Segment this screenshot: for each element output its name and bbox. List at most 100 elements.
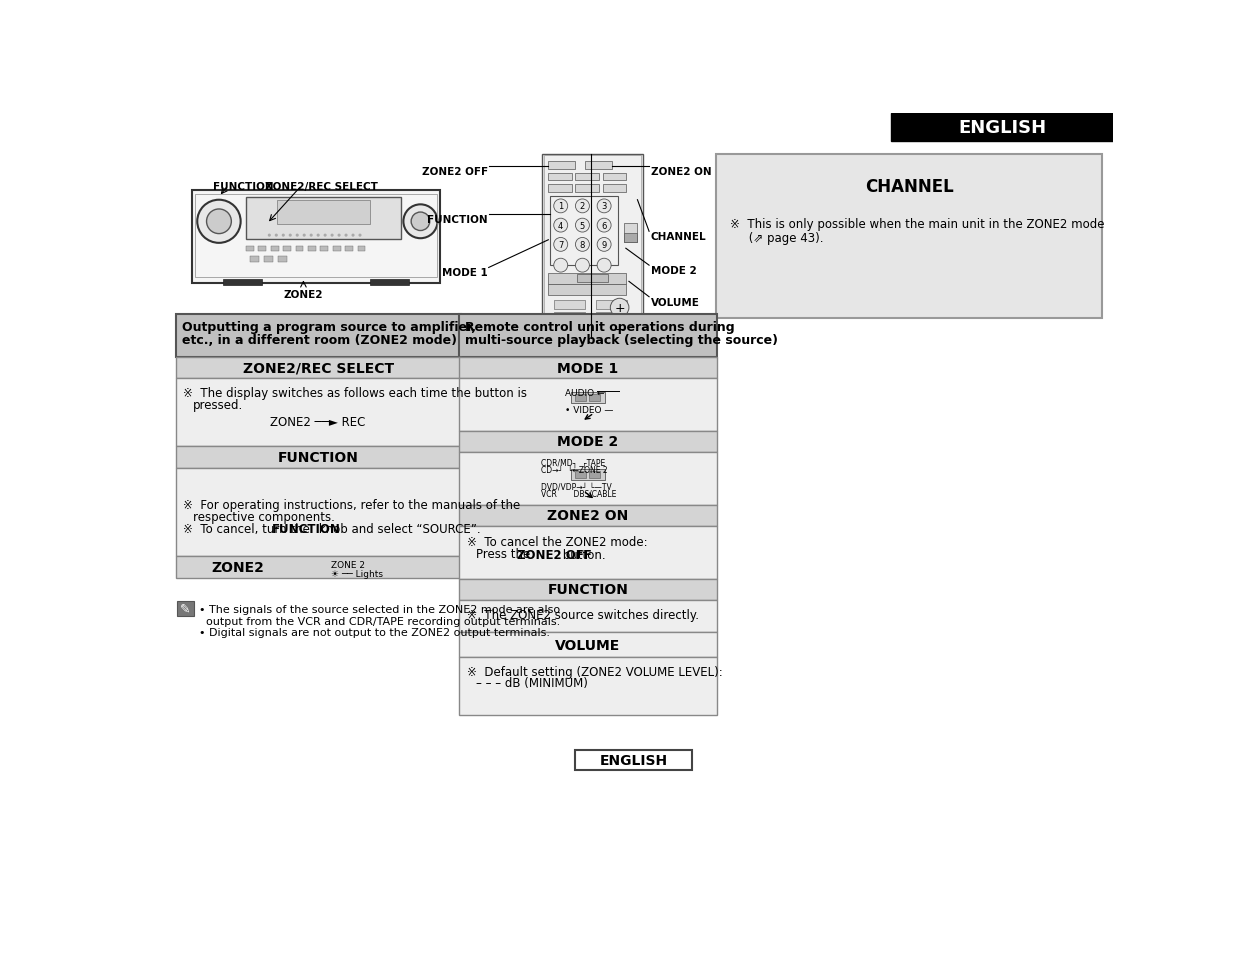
Text: −: − [615,323,625,336]
Text: ENGLISH: ENGLISH [957,119,1047,137]
Bar [176,557,460,578]
Bar [716,154,1102,318]
Circle shape [597,238,611,252]
Circle shape [597,200,611,213]
Bar [459,314,716,357]
Text: ☀ ── Lights: ☀ ── Lights [330,570,382,578]
Bar [575,750,691,770]
Bar [602,173,626,181]
Bar [250,256,260,263]
Text: FUNCTION: FUNCTION [548,582,628,597]
Text: respective components.: respective components. [193,511,334,523]
Circle shape [267,234,271,237]
Text: ※  For operating instructions, refer to the manuals of the: ※ For operating instructions, refer to t… [183,499,521,512]
Bar [176,357,460,379]
Bar [263,256,273,263]
Text: VOLUME: VOLUME [555,639,621,652]
Text: 4: 4 [558,221,563,231]
Circle shape [554,200,568,213]
Bar [596,325,627,335]
Bar [459,658,716,715]
Bar [589,472,600,479]
Text: Press the: Press the [476,547,534,560]
Text: ✎: ✎ [181,602,190,616]
Text: VOLUME: VOLUME [651,297,699,308]
Bar [554,313,585,322]
Bar [176,379,460,447]
Bar [333,247,340,252]
Text: ZONE2 ──► REC: ZONE2 ──► REC [271,416,366,429]
Text: pressed.: pressed. [193,398,242,411]
Bar [459,357,716,379]
Bar [370,280,408,286]
Bar [575,395,586,402]
Bar [548,185,571,193]
Circle shape [554,219,568,233]
Text: MODE 1: MODE 1 [557,361,618,375]
Text: ※  This is only possible when the main unit in the ZONE2 mode: ※ This is only possible when the main un… [731,217,1105,231]
Text: +: + [615,302,625,314]
Text: CHANNEL: CHANNEL [865,177,954,195]
Bar [596,300,627,310]
Text: multi-source playback (selecting the source): multi-source playback (selecting the sou… [465,334,778,347]
Circle shape [344,234,348,237]
Text: ZONE2 OFF: ZONE2 OFF [422,167,487,176]
Text: FUNCTION: FUNCTION [213,182,273,193]
Circle shape [403,205,438,239]
Bar [550,196,618,266]
Text: 2: 2 [580,202,585,212]
Bar [278,256,287,263]
Bar [570,470,605,480]
Bar [259,247,266,252]
Text: (⇗ page 43).: (⇗ page 43). [731,232,824,244]
Text: CDR/MD┐  ┌TAPE: CDR/MD┐ ┌TAPE [542,458,606,467]
Bar [544,156,641,337]
Bar [296,247,303,252]
Circle shape [610,299,628,317]
Circle shape [411,213,429,232]
Bar [596,313,627,322]
Bar [177,601,194,617]
Bar [246,197,401,240]
Text: 8: 8 [580,240,585,250]
Text: CD→┘  └←ZONE 2: CD→┘ └←ZONE 2 [542,465,607,474]
Circle shape [575,200,589,213]
Text: • Digital signals are not output to the ZONE2 output terminals.: • Digital signals are not output to the … [199,627,549,638]
Text: • VIDEO —: • VIDEO — [564,406,614,415]
Text: ZONE2: ZONE2 [283,290,323,300]
Text: ZONE2/REC SELECT: ZONE2/REC SELECT [265,182,377,193]
Circle shape [554,238,568,252]
Text: ※  The ZONE2 source switches directly.: ※ The ZONE2 source switches directly. [466,608,699,621]
Text: CHANNEL: CHANNEL [651,232,706,242]
Text: DVD/VDP→┘ └—TV: DVD/VDP→┘ └—TV [542,482,612,491]
Bar [459,633,716,658]
Text: FUNCTION: FUNCTION [427,214,487,224]
Text: 6: 6 [601,221,607,231]
Bar [271,247,278,252]
Circle shape [338,234,340,237]
Circle shape [282,234,285,237]
Bar [548,173,571,181]
Text: • The signals of the source selected in the ZONE2 mode are also: • The signals of the source selected in … [199,604,560,615]
Text: FUNCTION: FUNCTION [272,523,340,536]
Circle shape [275,234,278,237]
Text: ZONE 2: ZONE 2 [330,560,365,570]
Bar [575,185,599,193]
Circle shape [288,234,292,237]
Bar [357,247,365,252]
Text: MODE 2: MODE 2 [651,266,696,275]
Bar [548,274,626,284]
Circle shape [324,234,327,237]
Bar [459,600,716,633]
Text: ZONE2 ON: ZONE2 ON [651,167,711,176]
Text: ZONE2 OFF: ZONE2 OFF [517,548,591,561]
Bar [575,173,599,181]
Text: ※  The display switches as follows each time the button is: ※ The display switches as follows each t… [183,387,527,399]
Bar [459,579,716,600]
Bar [283,247,291,252]
Text: Outputting a program source to amplifier,: Outputting a program source to amplifier… [182,320,476,334]
Bar [554,300,585,310]
Circle shape [197,200,241,244]
Bar [576,275,609,283]
Text: Remote control unit operations during: Remote control unit operations during [465,320,735,334]
